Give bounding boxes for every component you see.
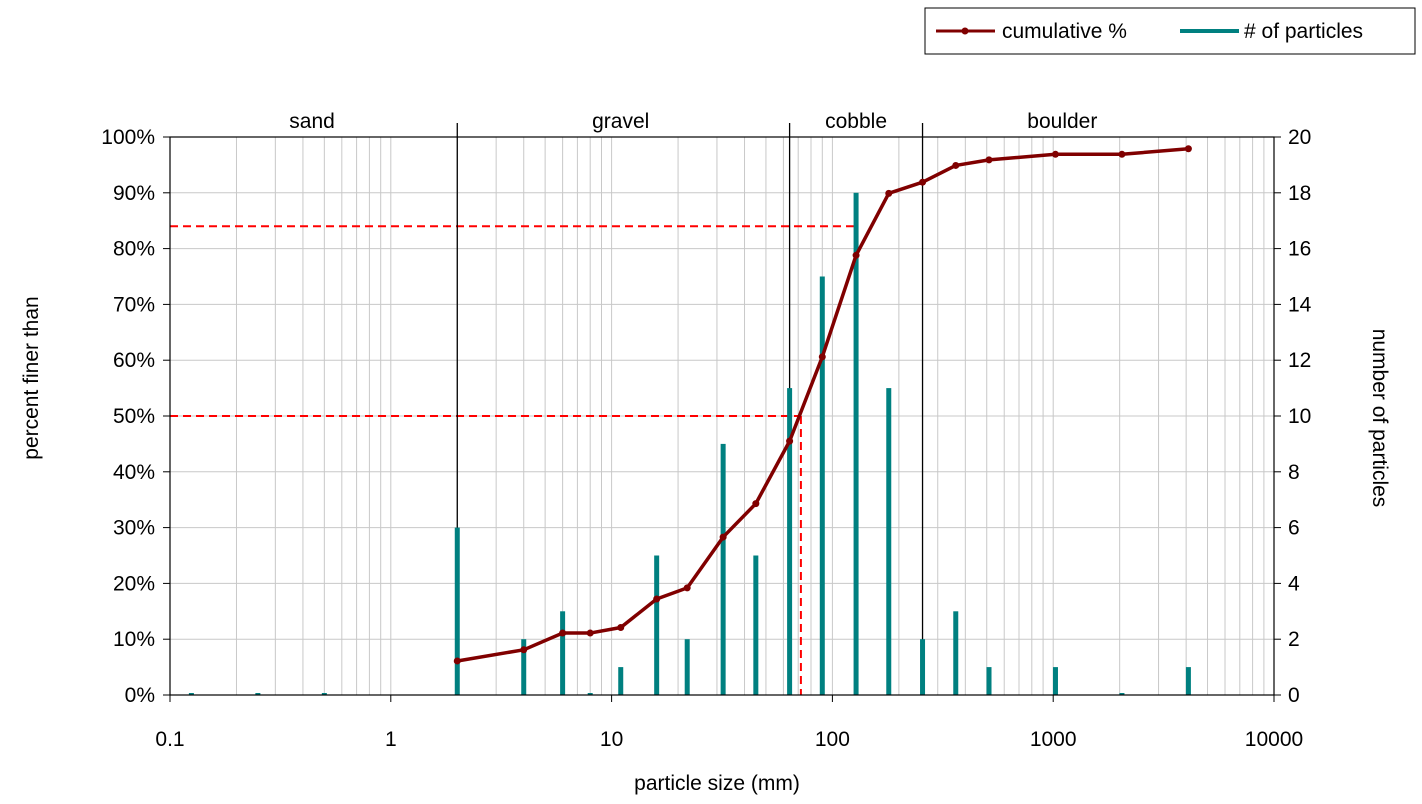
legend-label-cumulative: cumulative % [1002,20,1127,43]
y2-tick-label: 0 [1288,684,1300,707]
cumulative-point [952,161,960,169]
particle-count-bar [654,555,660,695]
cumulative-point [653,595,661,603]
legend-box [924,7,1416,55]
legend-marker-cumulative [961,27,969,35]
cumulative-point [885,189,893,197]
particle-count-bar [618,667,624,695]
cumulative-point [985,156,993,164]
cumulative-point [719,533,727,541]
size-class-label: boulder [1027,110,1097,133]
particle-count-bar [684,639,690,695]
particle-count-bar [188,693,194,695]
axis-ticks: 0.1 1 10 100 1000 100000%10%20%30%40%50%60%70… [101,126,1311,751]
y2-tick-label: 10 [1288,405,1311,428]
y-tick-label: 100% [101,126,155,149]
cumulative-line [453,145,1192,665]
y2-tick-label: 14 [1288,293,1312,316]
size-class-label: cobble [825,110,887,133]
particle-count-bar [560,611,566,695]
particle-count-bar [1119,693,1125,695]
y2-tick-label: 12 [1288,349,1311,372]
cumulative-point [1184,145,1192,153]
y-tick-label: 80% [113,238,155,261]
particle-count-bar [255,693,261,695]
particle-count-bar [321,693,327,695]
particle-count-bar [886,388,892,695]
x-tick-label: 0.1 [155,728,184,751]
cumulative-point [683,584,691,592]
y2-tick-label: 18 [1288,182,1311,205]
cumulative-point [752,500,760,508]
cumulative-point [520,646,528,654]
cumulative-point [1051,150,1059,158]
cumulative-point [559,629,567,637]
y-tick-label: 0% [125,684,155,707]
particle-count-bar [986,667,992,695]
particle-count-bar [853,192,859,696]
x-axis-label: particle size (mm) [634,772,800,795]
y-tick-label: 30% [113,517,155,540]
y2-tick-label: 2 [1288,628,1300,651]
x-tick-label: 100 [815,728,850,751]
particle-count-bar [753,555,759,695]
cumulative-point [1118,150,1126,158]
particle-count-bar [587,693,593,695]
y-tick-label: 60% [113,349,155,372]
legend-label-particles: # of particles [1244,20,1363,43]
cumulative-point [786,437,794,445]
cumulative-point [919,178,927,186]
particle-count-bar [720,443,726,695]
y-tick-label: 90% [113,182,155,205]
y-tick-label: 10% [113,628,155,651]
particle-count-bar [787,388,793,695]
x-tick-label: 10 [600,728,623,751]
x-tick-label: 1 [385,728,397,751]
particle-count-bar [1185,667,1191,695]
cumulative-point [617,623,625,631]
y2-tick-label: 6 [1288,517,1300,540]
y2-tick-label: 16 [1288,238,1311,261]
x-tick-label: 1000 [1030,728,1077,751]
y2-tick-label: 8 [1288,461,1300,484]
particle-count-bar [521,639,527,695]
y-tick-label: 50% [113,405,155,428]
cumulative-point [586,629,594,637]
grid-lines [170,137,1274,695]
reference-lines [170,225,857,695]
cumulative-point [453,657,461,665]
y2-tick-label: 20 [1288,126,1311,149]
y-axis-label: percent finer than [20,296,43,459]
legend: cumulative % # of particles [924,7,1416,55]
particle-count-bar [920,639,926,695]
particle-count-bar [1052,667,1058,695]
y-tick-label: 20% [113,572,155,595]
y-tick-label: 40% [113,461,155,484]
y2-axis-label: number of particles [1368,329,1391,508]
particle-count-bar [454,527,460,695]
y2-tick-label: 4 [1288,572,1300,595]
y-tick-label: 70% [113,293,155,316]
particle-count-bars [188,192,1191,696]
size-class-label: gravel [592,110,649,133]
particle-count-bar [953,611,959,695]
size-class-labels: sand gravel cobble boulder [289,110,1097,133]
x-tick-label: 10000 [1245,728,1303,751]
size-class-label: sand [289,110,335,133]
cumulative-point [818,353,826,361]
particle-count-bar [819,276,825,695]
cumulative-point [852,251,860,259]
